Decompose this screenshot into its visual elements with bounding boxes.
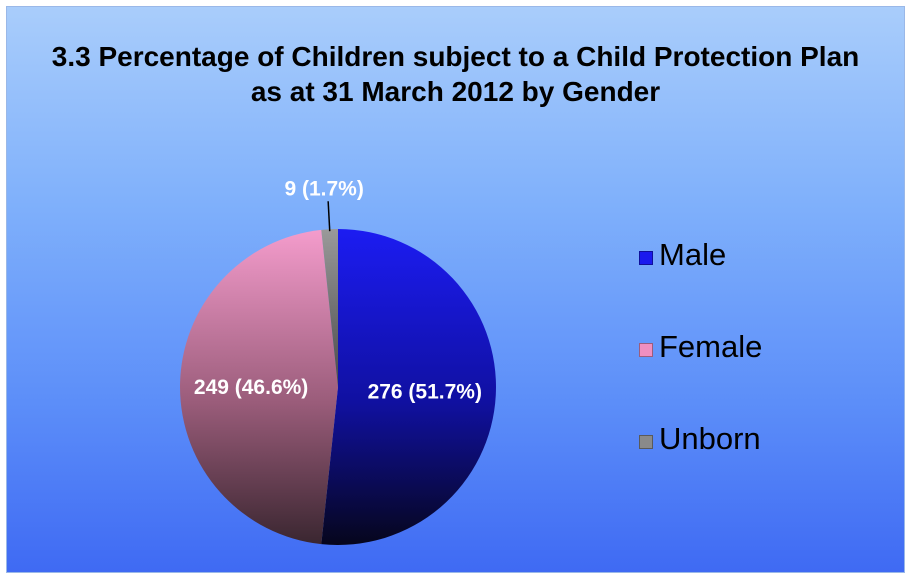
legend-swatch xyxy=(639,251,653,265)
data-label-unborn: 9 (1.7%) xyxy=(284,177,363,200)
legend-swatch xyxy=(639,435,653,449)
pie-slice-female xyxy=(179,229,338,545)
chart-title: 3.3 Percentage of Children subject to a … xyxy=(51,41,860,107)
chart-panel: 3.3 Percentage of Children subject to a … xyxy=(6,6,905,573)
pie-slice-male xyxy=(321,229,496,545)
legend-label: Male xyxy=(659,237,727,272)
pie-slice-unborn xyxy=(321,229,338,387)
legend-label: Female xyxy=(659,329,763,364)
legend-label: Unborn xyxy=(659,421,761,456)
leader-line-unborn xyxy=(327,201,331,232)
data-label-female: 249 (46.6%) xyxy=(194,376,308,399)
legend-swatch xyxy=(639,343,653,357)
pie-chart: 276 (51.7%) 249 (46.6%) 9 (1.7%) xyxy=(179,177,496,545)
data-label-male: 276 (51.7%) xyxy=(368,381,482,404)
